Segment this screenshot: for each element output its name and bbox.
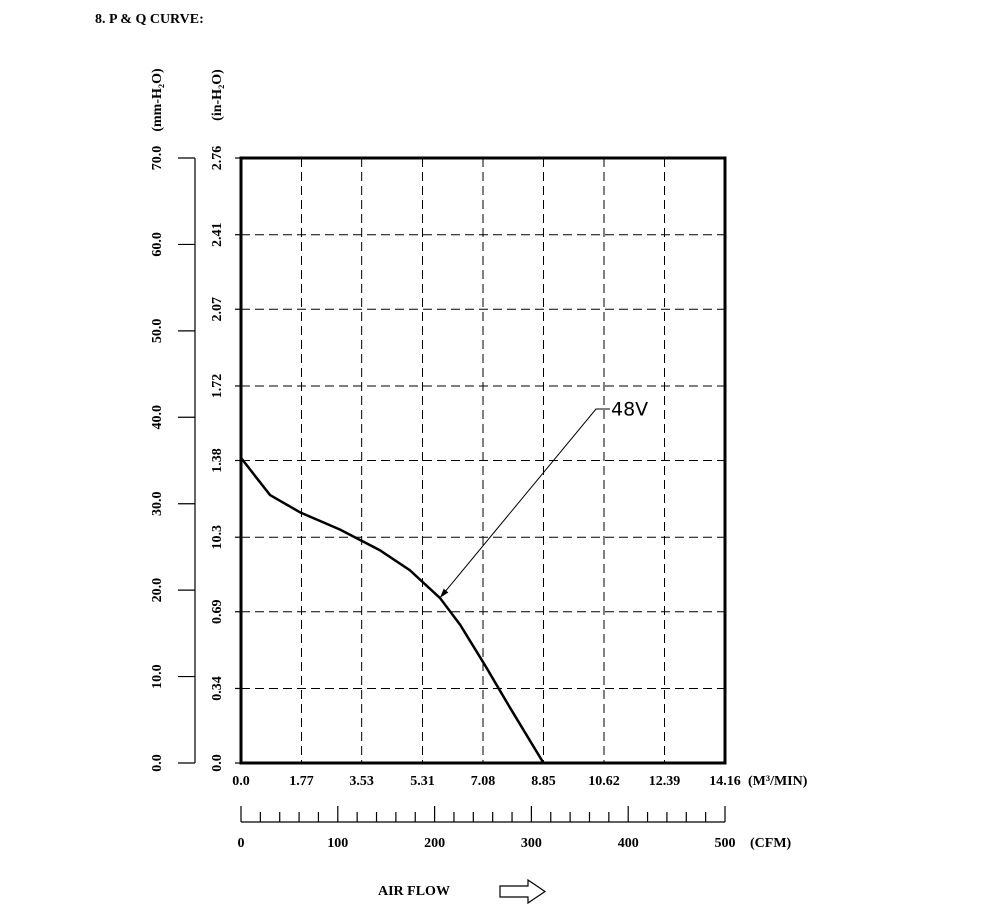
y-tick-label: 70.0	[150, 146, 165, 171]
y-tick-label: 30.0	[150, 491, 165, 516]
flow-arrow	[499, 878, 547, 905]
series-label: 48V	[611, 399, 648, 421]
y2-tick-label: 0.34	[210, 676, 225, 701]
x-tick-label: 0.0	[232, 774, 250, 789]
y-tick-label: 10.0	[150, 664, 165, 689]
x2-tick-label: 0	[238, 836, 245, 851]
y2-tick-label: 0.69	[210, 600, 225, 625]
y-axis-label: (mm-H₂O)	[150, 68, 165, 132]
y-tick-label: 0.0	[150, 754, 165, 772]
leader-arrowhead	[439, 588, 449, 598]
x-tick-label: 5.31	[410, 774, 435, 789]
x2-tick-label: 100	[327, 836, 348, 851]
x-tick-label: 10.62	[588, 774, 620, 789]
y2-tick-label: 10.3	[210, 525, 225, 550]
x-tick-label: 7.08	[471, 774, 496, 789]
x2-tick-label: 300	[521, 836, 542, 851]
y2-tick-label: 0.0	[210, 754, 225, 772]
x2-axis-unit: (CFM)	[750, 836, 792, 851]
x2-tick-label: 400	[618, 836, 639, 851]
x-tick-label: 12.39	[649, 774, 681, 789]
x-tick-label: 3.53	[349, 774, 374, 789]
x-tick-label: 8.85	[531, 774, 556, 789]
y-tick-label: 50.0	[150, 319, 165, 344]
x2-tick-label: 200	[424, 836, 445, 851]
x-axis-unit: (M³/MIN)	[748, 774, 808, 789]
leader-line	[439, 408, 610, 599]
y2-axis-label: (in-H₂O)	[210, 69, 225, 121]
curve	[240, 457, 545, 764]
y-tick-label: 40.0	[150, 405, 165, 430]
chart-title: 8. P & Q CURVE:	[95, 12, 204, 27]
x-tick-label: 1.77	[289, 774, 314, 789]
y2-tick-label: 2.41	[210, 222, 225, 247]
y2-tick-label: 2.07	[210, 297, 225, 322]
y-tick-label: 60.0	[150, 232, 165, 257]
y2-tick-label: 1.72	[210, 374, 225, 399]
plot-frame	[239, 156, 727, 765]
y-tick-label: 20.0	[150, 578, 165, 603]
x-tick-label: 14.16	[709, 774, 741, 789]
x2-tick-label: 500	[715, 836, 736, 851]
y2-tick-label: 1.38	[210, 448, 225, 473]
footer-label: AIR FLOW	[378, 884, 450, 899]
y2-tick-label: 2.76	[210, 146, 225, 171]
